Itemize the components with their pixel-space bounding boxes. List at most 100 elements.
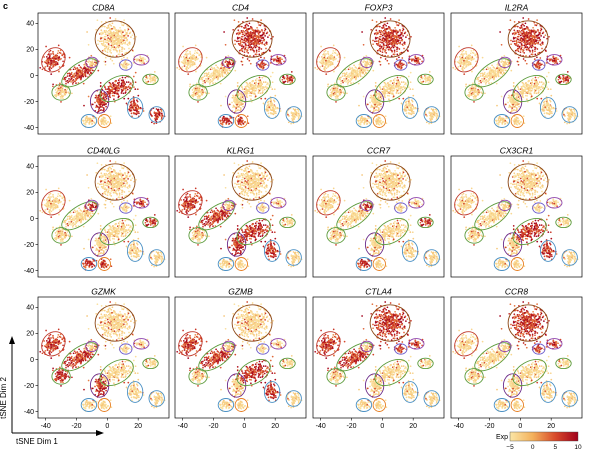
cell-point — [401, 57, 404, 59]
cell-point — [363, 60, 365, 62]
cell-point — [380, 29, 383, 32]
cell-point — [242, 97, 245, 100]
cell-point — [134, 71, 137, 74]
cell-point — [239, 93, 242, 96]
cell-point — [101, 104, 104, 107]
cell-point — [85, 116, 87, 119]
cell-point — [228, 122, 231, 125]
cell-point — [353, 74, 355, 77]
cell-point — [341, 88, 344, 90]
cell-point — [74, 80, 77, 83]
cell-point — [71, 79, 74, 82]
cell-point — [64, 93, 66, 96]
cell-point — [403, 32, 406, 35]
cell-point — [111, 39, 114, 41]
cell-point — [59, 82, 61, 85]
cell-point — [99, 119, 102, 122]
cell-point — [257, 86, 260, 89]
cell-point — [71, 83, 74, 85]
cell-point — [286, 80, 289, 83]
cell-point — [236, 101, 238, 103]
cell-point — [237, 21, 240, 23]
cell-point — [100, 91, 103, 93]
cell-point — [244, 43, 247, 45]
cell-point — [125, 81, 128, 83]
cell-point — [126, 57, 129, 59]
cell-point — [48, 63, 51, 65]
cell-point — [53, 61, 56, 64]
cell-point — [323, 68, 326, 70]
cell-point — [246, 29, 248, 32]
cell-point — [385, 122, 388, 125]
cell-point — [104, 63, 107, 66]
cell-point — [242, 45, 245, 48]
cell-point — [380, 94, 382, 97]
cell-point — [391, 45, 394, 47]
cell-point — [113, 48, 116, 51]
cell-point — [151, 79, 154, 81]
cell-point — [207, 73, 210, 76]
cell-point — [295, 110, 297, 113]
cell-point — [424, 80, 427, 83]
cell-point — [419, 58, 421, 61]
cell-point — [94, 96, 97, 99]
cell-point — [402, 97, 405, 100]
cell-points — [39, 17, 166, 128]
cell-point — [252, 92, 254, 95]
cell-point — [60, 94, 63, 97]
cell-point — [127, 97, 130, 100]
cell-point — [460, 58, 463, 61]
cell-point — [257, 32, 260, 35]
cell-point — [400, 87, 402, 89]
cell-point — [73, 74, 75, 77]
cell-point — [341, 75, 344, 77]
cell-point — [262, 89, 264, 92]
cell-point — [329, 54, 332, 57]
cell-point — [261, 62, 263, 64]
cell-point — [255, 37, 258, 40]
cell-point — [154, 112, 156, 114]
y-tick-label: -40 — [24, 125, 34, 132]
cell-point — [245, 32, 248, 35]
cell-point — [387, 62, 390, 65]
cell-point — [238, 43, 241, 46]
cell-point — [288, 115, 291, 117]
cell-point — [242, 33, 245, 36]
cell-point — [399, 65, 402, 68]
cell-point — [250, 26, 253, 29]
cell-point — [271, 81, 274, 84]
cell-point — [503, 54, 506, 57]
cell-point — [354, 73, 357, 76]
cell-point — [405, 36, 407, 38]
cell-point — [474, 54, 477, 57]
cell-point — [111, 94, 114, 97]
cell-point — [210, 72, 213, 75]
cell-point — [335, 97, 337, 100]
cell-point — [114, 29, 117, 31]
cell-point — [214, 73, 217, 75]
cell-point — [365, 61, 368, 64]
cell-point — [234, 43, 236, 46]
cell-point — [388, 95, 391, 97]
cell-point — [256, 42, 259, 45]
cell-point — [70, 72, 73, 74]
cell-point — [360, 121, 362, 124]
cell-point — [194, 87, 197, 90]
cell-point — [116, 89, 119, 92]
cell-point — [406, 49, 409, 52]
cell-point — [87, 43, 90, 46]
cell-point — [80, 67, 83, 69]
cell-point — [262, 37, 265, 39]
cell-point — [110, 122, 113, 125]
cell-point — [379, 63, 382, 66]
cell-point — [107, 120, 110, 123]
cell-point — [264, 81, 267, 83]
cell-point — [378, 31, 380, 34]
cell-point — [237, 29, 240, 32]
cell-point — [358, 104, 360, 107]
cell-point — [153, 76, 156, 78]
cell-point — [228, 69, 231, 72]
cell-point — [404, 110, 407, 112]
cell-point — [108, 81, 111, 84]
